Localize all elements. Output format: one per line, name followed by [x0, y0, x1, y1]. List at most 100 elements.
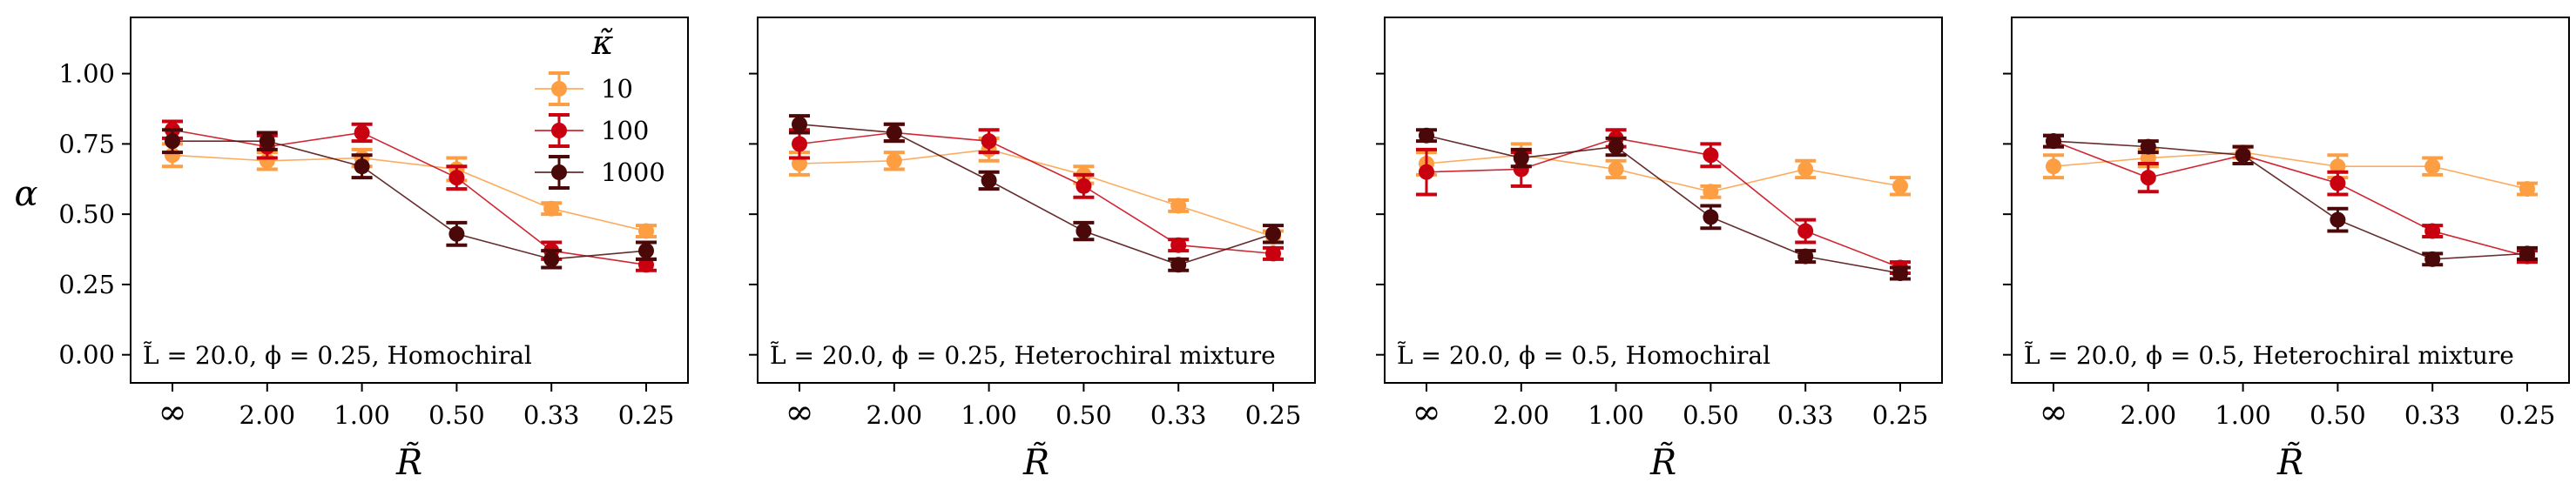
series-10 — [789, 136, 1284, 245]
data-point — [259, 133, 275, 150]
x-tick-label: 0.50 — [1682, 400, 1739, 430]
data-point — [2330, 211, 2346, 228]
data-point — [1419, 127, 1434, 144]
x-tick-label: 0.25 — [2499, 400, 2556, 430]
x-tick-label: 2.00 — [1494, 400, 1550, 430]
legend-entry-1000: 1000 — [535, 155, 665, 190]
x-tick-label: 1.00 — [961, 400, 1017, 430]
x-tick-label: 0.25 — [1872, 400, 1929, 430]
data-point — [1608, 161, 1624, 178]
series-10 — [1416, 142, 1911, 200]
data-point — [638, 243, 654, 259]
x-tick-label: 0.33 — [1777, 400, 1834, 430]
data-point — [981, 172, 997, 189]
data-point — [1170, 198, 1187, 214]
x-tick-label: 1.00 — [2215, 400, 2271, 430]
x-tick-label: 0.25 — [618, 400, 675, 430]
x-tick-label: 0.33 — [1150, 400, 1207, 430]
chart-panel-3: ∞ 2.00 1.00 0.50 0.33 0.25 R̃ L̃ = 20.0, ϕ = 0.… — [1376, 17, 1943, 483]
series-100 — [162, 119, 657, 273]
data-point — [1703, 184, 1719, 200]
legend-label: 1000 — [601, 158, 665, 187]
x-tick-label: 2.00 — [2121, 400, 2177, 430]
series-line — [2053, 140, 2528, 258]
series-10 — [2043, 144, 2538, 198]
data-point — [2046, 158, 2061, 175]
data-point — [543, 251, 560, 267]
plot-frame — [130, 17, 689, 384]
x-tick-label: 0.50 — [428, 400, 485, 430]
data-point — [2235, 147, 2251, 164]
series-1000 — [1416, 127, 1911, 281]
data-point — [2140, 170, 2156, 186]
panel-annotation: L̃ = 20.0, ϕ = 0.5, Homochiral — [1397, 341, 1770, 370]
data-point — [886, 124, 902, 141]
data-point — [1608, 138, 1624, 155]
legend-entry-100: 100 — [535, 113, 649, 148]
x-axis-label: R̃ — [2276, 442, 2303, 483]
data-point — [1797, 161, 1814, 178]
series-line — [2053, 140, 2528, 260]
data-point — [981, 133, 997, 150]
legend: κ̃ 10 100 1000 — [535, 23, 665, 190]
y-axis-label: α — [14, 174, 37, 214]
data-point — [886, 152, 902, 169]
series-line — [799, 123, 1274, 266]
series-line — [172, 140, 647, 260]
data-point — [354, 158, 370, 175]
y-tick-label: 0.25 — [58, 270, 115, 299]
data-point — [1797, 223, 1814, 239]
legend-marker — [551, 81, 567, 97]
series-1000 — [789, 114, 1284, 273]
series-line — [799, 149, 1274, 238]
data-point — [165, 133, 180, 150]
panel-annotation: L̃ = 20.0, ϕ = 0.25, Heterochiral mixtur… — [770, 341, 1276, 370]
data-point — [2140, 138, 2156, 155]
x-tick-label: ∞ — [158, 392, 186, 432]
plot-frame — [1384, 17, 1943, 384]
y-tick-label: 0.00 — [58, 340, 115, 370]
data-point — [448, 225, 465, 242]
data-point — [1265, 245, 1281, 262]
data-point — [543, 200, 560, 217]
y-tick-label: 0.50 — [58, 199, 115, 229]
data-point — [1703, 147, 1719, 164]
data-point — [1076, 178, 1092, 194]
legend-title: κ̃ — [591, 23, 614, 62]
data-point — [638, 223, 654, 239]
data-point — [2330, 175, 2346, 191]
legend-marker — [551, 164, 567, 180]
series-line — [2053, 151, 2528, 190]
x-tick-label: 1.00 — [1588, 400, 1644, 430]
series-100 — [2043, 133, 2538, 265]
x-tick-label: ∞ — [785, 392, 813, 432]
data-point — [1170, 237, 1187, 253]
legend-label: 10 — [601, 74, 633, 104]
data-point — [2046, 133, 2061, 150]
data-point — [1170, 257, 1187, 273]
data-point — [1419, 164, 1434, 180]
chart-panel-2: ∞ 2.00 1.00 0.50 0.33 0.25 R̃ L̃ = 20.0, ϕ = 0.… — [749, 17, 1316, 483]
plot-frame — [757, 17, 1316, 384]
data-point — [1076, 223, 1092, 239]
x-tick-label: 0.25 — [1245, 400, 1302, 430]
x-tick-label: 2.00 — [239, 400, 296, 430]
x-tick-label: 2.00 — [867, 400, 923, 430]
x-tick-label: ∞ — [2039, 392, 2067, 432]
chart-panel-4: ∞ 2.00 1.00 0.50 0.33 0.25 R̃ L̃ = 20.0, ϕ = 0.… — [2003, 17, 2570, 483]
data-point — [1892, 178, 1908, 194]
data-point — [2424, 251, 2441, 267]
series-line — [1426, 134, 1901, 274]
y-tick-label: 1.00 — [58, 59, 115, 89]
series-1000 — [2043, 133, 2538, 267]
x-tick-label: 1.00 — [334, 400, 390, 430]
series-10 — [162, 142, 657, 239]
x-axis-label: R̃ — [395, 442, 422, 483]
data-point — [1797, 248, 1814, 265]
series-100 — [1416, 128, 1911, 276]
data-point — [792, 136, 807, 152]
panel-annotation: L̃ = 20.0, ϕ = 0.5, Heterochiral mixture — [2024, 341, 2514, 370]
x-tick-label: 0.33 — [523, 400, 580, 430]
plot-frame — [2011, 17, 2570, 384]
x-tick-label: 0.50 — [1055, 400, 1112, 430]
